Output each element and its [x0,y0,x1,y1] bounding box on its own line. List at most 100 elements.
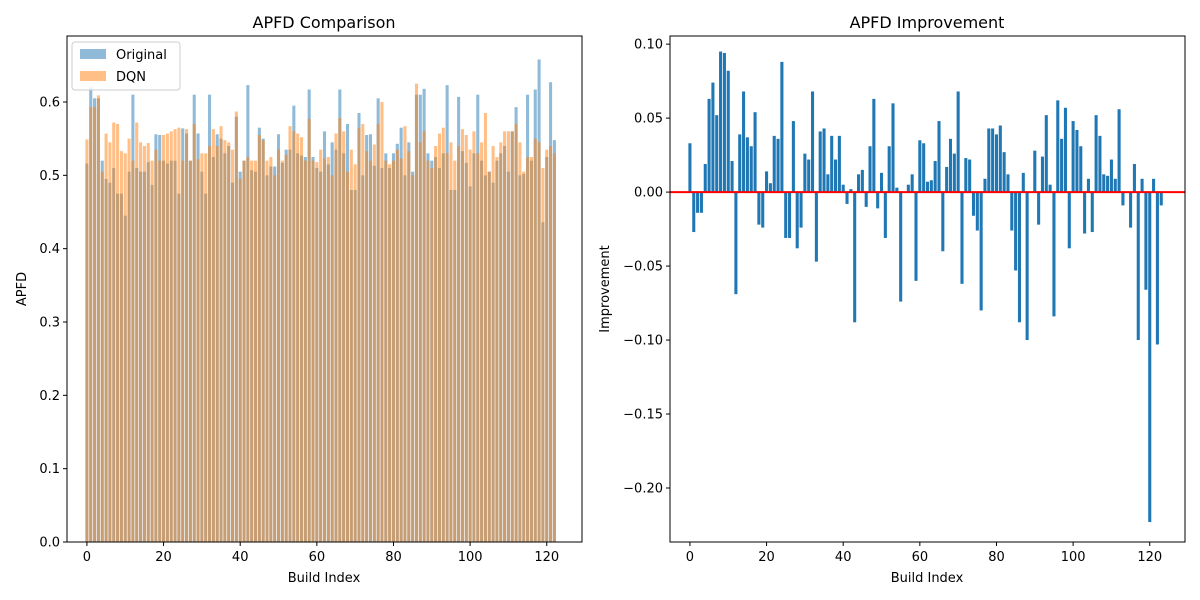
chart-title: APFD Comparison [253,13,396,32]
bar-improvement-69 [952,153,956,193]
bar-dqn-95 [449,142,453,543]
bar-dqn-60 [315,162,319,542]
bar-improvement-86 [1017,192,1021,323]
bars-layer [85,59,556,543]
bar-dqn-39 [234,111,238,543]
bar-improvement-66 [941,192,945,252]
bar-improvement-54 [895,187,899,193]
bar-dqn-38 [231,149,235,542]
bar-dqn-65 [334,133,338,543]
x-tick-label: 100 [458,550,483,565]
bar-improvement-33 [814,192,818,262]
bar-improvement-37 [830,135,834,193]
bar-improvement-97 [1060,138,1064,193]
bar-dqn-90 [430,168,434,542]
bar-dqn-63 [326,157,330,542]
bar-improvement-84 [1010,192,1014,231]
bar-dqn-36 [223,140,227,542]
bar-improvement-64 [933,161,937,193]
bar-dqn-19 [158,160,162,542]
bar-improvement-13 [738,134,742,193]
legend-label-original: Original [116,48,167,63]
bar-dqn-30 [200,153,204,543]
bar-improvement-14 [742,91,746,193]
bar-improvement-19 [761,192,765,228]
bar-improvement-61 [922,143,926,193]
bar-dqn-92 [437,133,441,543]
bar-improvement-29 [799,192,803,228]
bar-dqn-78 [384,160,388,542]
bar-improvement-11 [730,161,734,193]
bar-dqn-46 [261,140,265,542]
bar-improvement-122 [1155,192,1159,345]
bar-dqn-82 [399,158,403,542]
bar-improvement-20 [765,171,769,193]
bar-dqn-43 [250,160,254,542]
bar-dqn-20 [162,135,166,542]
bar-improvement-118 [1140,178,1144,193]
bar-dqn-102 [476,153,480,543]
bar-improvement-93 [1044,115,1048,193]
bar-improvement-53 [891,103,895,193]
bar-dqn-79 [388,164,392,543]
bar-dqn-25 [181,160,185,542]
x-tick-label: 120 [1137,550,1162,565]
bar-dqn-3 [96,95,100,543]
bar-improvement-88 [1025,192,1029,341]
bar-dqn-67 [342,131,346,543]
bar-dqn-16 [146,143,150,543]
bar-improvement-108 [1102,174,1106,193]
bar-dqn-21 [165,133,169,543]
bar-improvement-59 [914,192,918,281]
bar-improvement-57 [906,184,910,193]
y-tick-label: −0.10 [623,334,663,349]
bar-improvement-9 [722,53,726,193]
bar-improvement-48 [872,98,876,193]
bar-dqn-98 [460,129,464,542]
y-axis-label: Improvement [598,245,613,332]
bar-dqn-83 [403,126,407,542]
bar-improvement-103 [1083,192,1087,234]
plot-frame [66,35,583,543]
bar-improvement-79 [991,128,995,193]
bar-dqn-121 [549,146,553,542]
bar-dqn-69 [349,149,353,542]
y-axis-ticks: −0.20 −0.15 −0.10 −0.05 0.00 0.05 0.10 [623,38,670,496]
bar-improvement-3 [699,192,703,213]
bar-dqn-113 [518,142,522,543]
bar-dqn-62 [322,158,327,542]
x-axis-ticks: 0 20 40 60 80 100 120 [686,542,1162,565]
bar-dqn-84 [407,151,411,542]
bar-dqn-53 [288,126,292,542]
bar-improvement-21 [768,183,772,193]
bar-improvement-80 [994,134,999,193]
x-axis-label: Build Index [891,571,964,586]
bar-dqn-107 [495,157,499,542]
bar-improvement-40 [841,184,845,193]
y-tick-label: 0.05 [634,112,663,127]
bar-improvement-16 [749,146,753,193]
bar-improvement-25 [784,192,788,238]
bar-dqn-5 [104,133,108,543]
bar-dqn-51 [280,160,284,542]
bar-dqn-49 [273,175,277,543]
bar-dqn-118 [537,142,541,543]
bar-dqn-22 [169,131,173,543]
bar-dqn-77 [380,102,384,542]
bar-dqn-10 [123,153,127,543]
bar-improvement-96 [1056,100,1060,193]
bar-dqn-34 [215,146,219,542]
bar-dqn-89 [426,160,430,542]
bar-improvement-105 [1090,192,1094,233]
x-tick-label: 40 [232,550,249,565]
bar-improvement-78 [987,128,991,193]
y-tick-label: 0.6 [39,96,60,111]
bar-improvement-22 [772,135,776,193]
bar-dqn-72 [361,124,365,542]
legend-swatch-original [80,49,106,59]
y-tick-label: −0.05 [623,260,663,275]
bar-improvement-32 [811,91,815,193]
bar-improvement-2 [696,192,700,213]
bar-improvement-55 [899,192,903,302]
bar-improvement-76 [979,192,983,311]
